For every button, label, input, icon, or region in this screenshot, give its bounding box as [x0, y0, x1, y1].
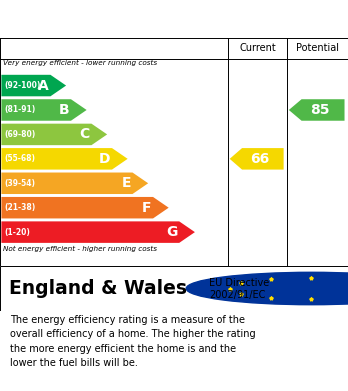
Text: (1-20): (1-20): [4, 228, 30, 237]
Text: Not energy efficient - higher running costs: Not energy efficient - higher running co…: [3, 246, 158, 251]
Text: G: G: [166, 225, 177, 239]
Text: (55-68): (55-68): [4, 154, 35, 163]
Text: F: F: [142, 201, 151, 215]
Text: (39-54): (39-54): [4, 179, 35, 188]
Text: EU Directive: EU Directive: [209, 278, 269, 288]
Text: D: D: [99, 152, 110, 166]
Text: 85: 85: [310, 103, 330, 117]
Polygon shape: [1, 99, 87, 121]
Text: B: B: [58, 103, 69, 117]
Circle shape: [186, 272, 348, 305]
Polygon shape: [1, 75, 66, 96]
Polygon shape: [1, 221, 195, 243]
Text: C: C: [79, 127, 90, 142]
Text: (69-80): (69-80): [4, 130, 35, 139]
Text: Energy Efficiency Rating: Energy Efficiency Rating: [10, 10, 239, 28]
Polygon shape: [1, 124, 107, 145]
Polygon shape: [289, 99, 345, 121]
Text: E: E: [121, 176, 131, 190]
Text: 66: 66: [251, 152, 270, 166]
Text: (81-91): (81-91): [4, 106, 35, 115]
Polygon shape: [1, 172, 148, 194]
Polygon shape: [1, 148, 128, 170]
Text: 2002/91/EC: 2002/91/EC: [209, 290, 265, 300]
Text: The energy efficiency rating is a measure of the
overall efficiency of a home. T: The energy efficiency rating is a measur…: [10, 315, 256, 368]
Text: England & Wales: England & Wales: [9, 279, 187, 298]
Polygon shape: [1, 197, 169, 219]
Text: Very energy efficient - lower running costs: Very energy efficient - lower running co…: [3, 60, 158, 66]
Text: A: A: [38, 79, 49, 93]
Text: (21-38): (21-38): [4, 203, 35, 212]
Text: Potential: Potential: [296, 43, 339, 53]
Polygon shape: [230, 148, 284, 170]
Text: Current: Current: [239, 43, 276, 53]
Text: (92-100): (92-100): [4, 81, 41, 90]
